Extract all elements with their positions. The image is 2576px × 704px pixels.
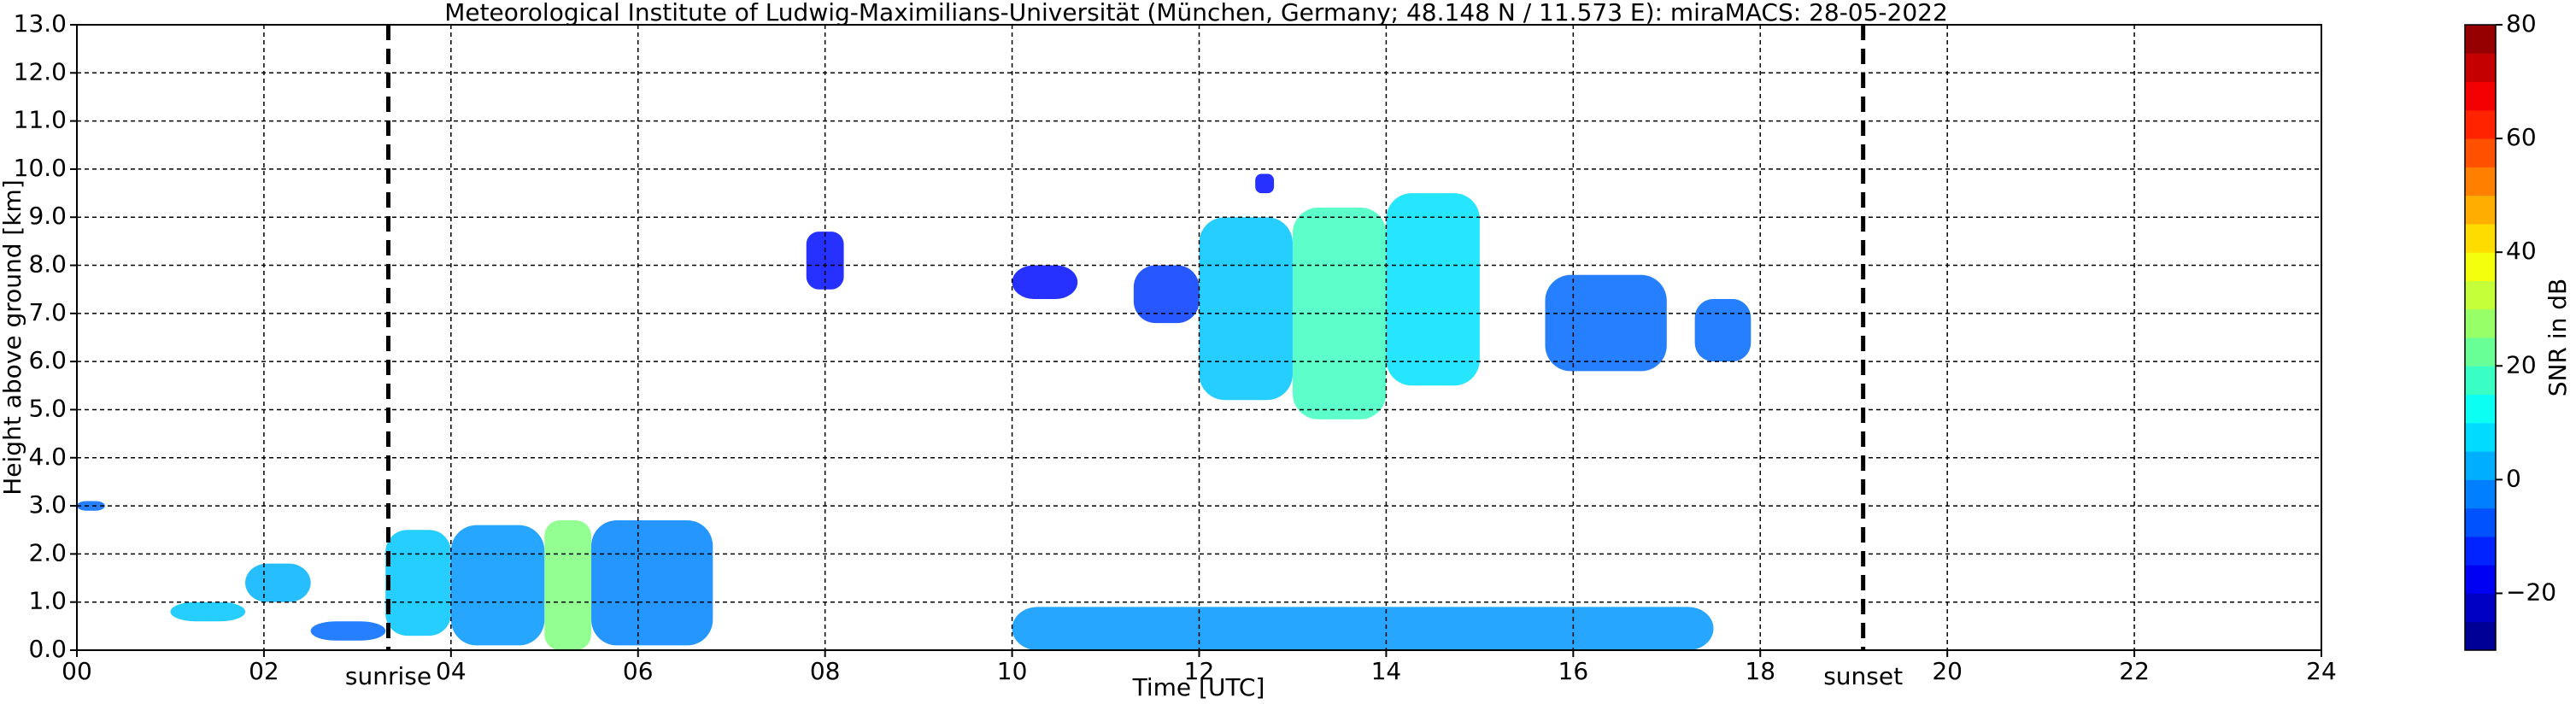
x-axis-label: Time [UTC] <box>1132 673 1265 701</box>
colorbar-segment <box>2465 394 2496 424</box>
echo <box>1386 193 1480 386</box>
y-tick-label: 10.0 <box>14 154 67 182</box>
colorbar-segment <box>2465 167 2496 197</box>
colorbar-segment <box>2465 195 2496 225</box>
plot-frame <box>76 24 2322 651</box>
colorbar-segment <box>2465 252 2496 281</box>
colorbar-segment <box>2465 138 2496 167</box>
echo <box>1694 298 1752 362</box>
colorbar-segment <box>2465 422 2496 452</box>
colorbar-segment <box>2465 109 2496 139</box>
echo <box>245 563 311 602</box>
y-tick-label: 3.0 <box>28 490 67 519</box>
y-tick-label: 6.0 <box>28 346 67 374</box>
colorbar-segment <box>2465 565 2496 594</box>
marker-label: sunset <box>1823 662 1903 690</box>
echo <box>591 519 713 646</box>
x-tick-label: 02 <box>249 657 279 685</box>
echo <box>1012 607 1714 650</box>
y-tick-label: 4.0 <box>28 443 67 471</box>
echo <box>450 525 545 646</box>
x-tick-label: 08 <box>810 657 841 685</box>
echo <box>1255 173 1275 194</box>
marker-label: sunrise <box>345 662 431 690</box>
echo <box>1545 274 1667 372</box>
colorbar-frame <box>2464 24 2497 651</box>
colorbar-label: SNR in dB <box>2544 279 2572 396</box>
y-tick-label: 13.0 <box>14 9 67 38</box>
x-tick-label: 18 <box>1745 657 1775 685</box>
y-tick-label: 9.0 <box>28 202 67 230</box>
y-tick-label: 11.0 <box>14 106 67 134</box>
echo <box>1012 265 1078 299</box>
colorbar-tick-label: 0 <box>2506 464 2521 492</box>
echo <box>170 601 246 622</box>
x-tick-label: 10 <box>997 657 1028 685</box>
colorbar-segment <box>2465 223 2496 253</box>
x-tick-label: 14 <box>1371 657 1402 685</box>
colorbar-segment <box>2465 451 2496 480</box>
x-tick-label: 06 <box>623 657 654 685</box>
colorbar-tick-label: 80 <box>2506 9 2537 38</box>
echo <box>1133 265 1200 324</box>
x-tick-label: 24 <box>2306 657 2337 685</box>
colorbar-segment <box>2465 25 2496 54</box>
x-tick-label: 12 <box>1184 657 1215 685</box>
x-tick-label: 04 <box>436 657 466 685</box>
y-tick-label: 0.0 <box>28 635 67 663</box>
colorbar-segment <box>2465 308 2496 338</box>
x-tick-label: 00 <box>62 657 92 685</box>
colorbar-segment <box>2465 593 2496 623</box>
x-tick-label: 20 <box>1932 657 1963 685</box>
echo <box>544 519 592 650</box>
y-tick-label: 8.0 <box>28 250 67 279</box>
echo <box>77 501 105 511</box>
echo <box>385 530 451 637</box>
echo <box>806 232 844 290</box>
echo <box>310 621 386 641</box>
chart-title: Meteorological Institute of Ludwig-Maxim… <box>444 0 1948 26</box>
colorbar-tick-label: 60 <box>2506 123 2537 151</box>
y-tick-label: 5.0 <box>28 394 67 422</box>
y-tick-label: 1.0 <box>28 587 67 615</box>
y-tick-label: 2.0 <box>28 538 67 566</box>
x-tick-label: 16 <box>1558 657 1589 685</box>
y-tick-label: 7.0 <box>28 298 67 326</box>
colorbar-tick-label: −20 <box>2506 578 2556 606</box>
colorbar-segment <box>2465 507 2496 537</box>
colorbar-segment <box>2465 81 2496 111</box>
colorbar-tick-label: 20 <box>2506 350 2537 378</box>
colorbar-tick-label: 40 <box>2506 237 2537 265</box>
colorbar-segment <box>2465 337 2496 367</box>
colorbar-segment <box>2465 536 2496 566</box>
echo <box>1199 217 1293 401</box>
y-tick-label: 12.0 <box>14 57 67 85</box>
x-tick-label: 22 <box>2119 657 2150 685</box>
colorbar-segment <box>2465 280 2496 310</box>
y-axis-label: Height above ground [km] <box>0 179 26 496</box>
colorbar-segment <box>2465 366 2496 396</box>
colorbar-segment <box>2465 53 2496 83</box>
colorbar-segment <box>2465 621 2496 651</box>
colorbar-segment <box>2465 479 2496 509</box>
